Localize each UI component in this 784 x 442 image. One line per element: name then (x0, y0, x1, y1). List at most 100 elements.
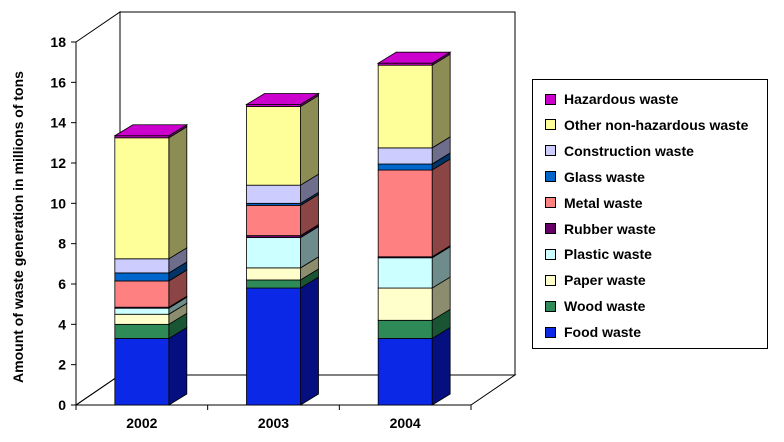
bar-segment (246, 173, 319, 205)
bar-segment-front (246, 106, 301, 186)
bar-segment-side (300, 276, 319, 406)
bar-segment (246, 225, 319, 269)
legend-swatch (545, 300, 556, 312)
bar-segment-front (246, 287, 301, 406)
bar-segment-side (431, 53, 451, 149)
legend-swatch (545, 248, 556, 260)
legend-label: Other non-hazardous waste (564, 116, 749, 133)
bar-top-cap (113, 124, 189, 137)
bar-segment-front (246, 184, 301, 204)
x-tick-label: 2004 (390, 415, 421, 431)
bar-segment-front (114, 338, 170, 406)
y-tick-label: 10 (50, 195, 66, 211)
bar-segment-front (377, 147, 433, 165)
legend-label: Hazardous waste (564, 91, 679, 107)
bar-segment-front (114, 280, 170, 308)
bar-segment-side (431, 158, 451, 258)
bar-segment-side (168, 326, 188, 406)
legend-swatch (545, 197, 556, 209)
y-tick-label: 18 (50, 34, 66, 50)
legend: Hazardous waste Other non-hazardous waste… (532, 79, 768, 349)
legend-item: Wood waste (545, 296, 645, 316)
bar-segment-front (114, 137, 170, 260)
legend-swatch (545, 93, 556, 105)
y-tick-label: 16 (50, 74, 66, 90)
bar-segment (377, 308, 451, 340)
bar-top-cap (376, 51, 452, 64)
legend-label: Food waste (564, 324, 642, 341)
x-tick-label: 2002 (126, 415, 157, 431)
bar-segment-front (114, 258, 170, 274)
bar-segment (246, 193, 319, 237)
bar-segment (246, 256, 319, 281)
bar-segment-front (246, 237, 301, 269)
bar-segment (114, 269, 188, 308)
legend-label: Wood waste (564, 298, 646, 315)
bar-segment (114, 326, 188, 406)
bar-segment-front (377, 163, 433, 171)
bar-segment-front (377, 257, 433, 289)
bar-segment-front (377, 287, 433, 321)
legend-label: Glass waste (564, 168, 645, 185)
bar-segment-front (246, 204, 301, 237)
bar-segment-front (377, 338, 433, 406)
legend-label: Plastic waste (564, 246, 652, 263)
legend-item: Plastic waste (545, 244, 652, 264)
bar-segment (114, 126, 188, 260)
bar-segment (246, 94, 319, 186)
bar-segment (377, 246, 451, 289)
legend-item: Rubber waste (545, 219, 656, 239)
legend-item: Glass waste (545, 167, 645, 187)
bar-segment-front (377, 64, 433, 149)
bar-segment-front (246, 267, 301, 281)
legend-swatch (545, 171, 556, 183)
y-tick-label: 4 (58, 316, 66, 332)
bar-segment-side (431, 326, 451, 406)
y-tick-label: 14 (50, 115, 66, 131)
bar-segment (246, 276, 319, 406)
legend-item: Other non-hazardous waste (545, 115, 748, 135)
legend-label: Paper waste (564, 272, 646, 289)
x-axis: 2002 2003 2004 (75, 405, 472, 431)
bar-segment-front (377, 169, 433, 258)
bar-segment-front (114, 307, 170, 315)
y-axis: 0 2 4 6 8 10 12 14 16 18 (50, 34, 77, 413)
y-tick-label: 2 (58, 357, 66, 373)
legend-label: Metal waste (564, 194, 643, 211)
bar-segment (377, 276, 451, 322)
y-tick-label: 6 (58, 276, 66, 292)
bar-segment-side (168, 126, 188, 260)
bar-segment-front (246, 279, 301, 289)
y-axis-title: Amount of waste generation in millions o… (10, 71, 26, 383)
legend-label: Rubber waste (564, 220, 656, 237)
bar-segment (377, 136, 451, 165)
bar-segment (377, 326, 451, 406)
legend-label: Construction waste (564, 142, 694, 159)
legend-item: Paper waste (545, 270, 646, 290)
x-tick-label: 2003 (258, 415, 289, 431)
bar-segment-front (114, 323, 170, 339)
y-tick-label: 12 (50, 155, 66, 171)
bar-top-cap (245, 93, 320, 105)
legend-swatch (545, 326, 556, 338)
bar-segment (377, 158, 451, 258)
bar-segment-front (377, 319, 433, 339)
bars (113, 51, 452, 406)
side-wall (75, 11, 121, 406)
y-tick-label: 8 (58, 236, 66, 252)
bar-segment (377, 53, 451, 149)
y-tick-label: 0 (58, 397, 66, 413)
legend-item: Metal waste (545, 193, 643, 213)
legend-swatch (545, 145, 556, 157)
legend-item: Food waste (545, 322, 641, 342)
legend-item: Hazardous waste (545, 89, 678, 109)
legend-item: Construction waste (545, 141, 694, 161)
bar-segment-front (114, 272, 170, 282)
legend-swatch (545, 223, 556, 234)
bar-segment (114, 312, 188, 340)
legend-swatch (545, 119, 556, 131)
legend-swatch (545, 274, 556, 286)
bar-segment-side (300, 94, 319, 186)
bar-segment-front (114, 313, 170, 325)
